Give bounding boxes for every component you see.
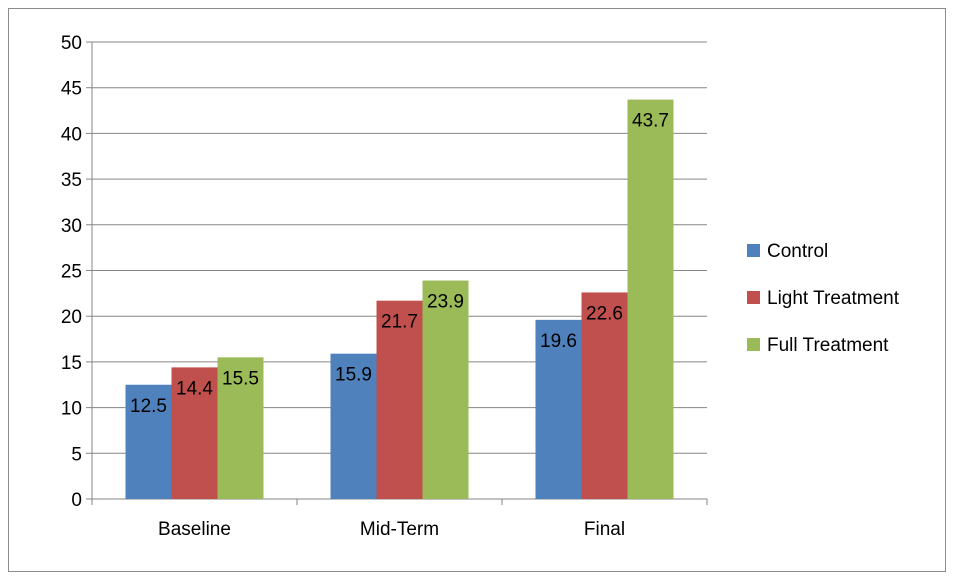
y-tick-label: 15 — [61, 353, 82, 374]
legend-swatch — [747, 244, 760, 257]
x-tick-label: Mid-Term — [360, 519, 439, 540]
legend-swatch — [747, 291, 760, 304]
legend-label: Light Treatment — [767, 288, 900, 309]
y-tick-label: 10 — [61, 399, 82, 420]
bar-light-treatment — [581, 292, 628, 499]
bar-full-treatment — [217, 357, 264, 499]
bars — [125, 99, 674, 499]
y-tick-label: 40 — [61, 124, 82, 145]
x-tick-label: Baseline — [158, 519, 231, 540]
data-labels: 12.5 15.9 19.6 14.4 21.7 22.6 15.5 23.9 43.7 — [130, 111, 669, 417]
data-label: 15.5 — [222, 368, 259, 389]
y-tick-label: 25 — [61, 262, 82, 283]
y-tick-label: 45 — [61, 79, 82, 100]
x-tick-label: Final — [584, 519, 625, 540]
data-label: 43.7 — [632, 111, 669, 132]
data-label: 23.9 — [427, 292, 464, 313]
y-tick-label: 0 — [71, 490, 82, 511]
data-label: 22.6 — [586, 303, 623, 324]
y-tick-label: 30 — [61, 216, 82, 237]
data-label: 19.6 — [540, 331, 577, 352]
bar-control — [125, 384, 172, 499]
y-tick-label: 20 — [61, 307, 82, 328]
data-label: 15.9 — [335, 365, 372, 386]
y-tick-label: 50 — [61, 33, 82, 54]
y-tick-label: 35 — [61, 170, 82, 191]
legend-label: Full Treatment — [767, 335, 889, 356]
data-label: 21.7 — [381, 312, 418, 333]
legend-swatch — [747, 338, 760, 351]
data-label: 12.5 — [130, 396, 167, 417]
bar-full-treatment — [422, 280, 469, 499]
bar-light-treatment — [376, 300, 423, 499]
bar-control — [535, 319, 582, 499]
y-tick-label: 5 — [71, 444, 82, 465]
legend-label: Control — [767, 241, 828, 262]
chart-frame: 0 5 10 15 20 25 30 35 40 45 50 Baseline Mid-Term Fina… — [8, 8, 946, 572]
bar-chart: 0 5 10 15 20 25 30 35 40 45 50 Baseline Mid-Term Fina… — [61, 33, 900, 540]
legend: Control Light Treatment Full Treatment — [747, 241, 900, 356]
bar-full-treatment — [627, 99, 674, 499]
bar-light-treatment — [171, 367, 218, 499]
bar-control — [330, 353, 377, 499]
data-label: 14.4 — [176, 378, 213, 399]
